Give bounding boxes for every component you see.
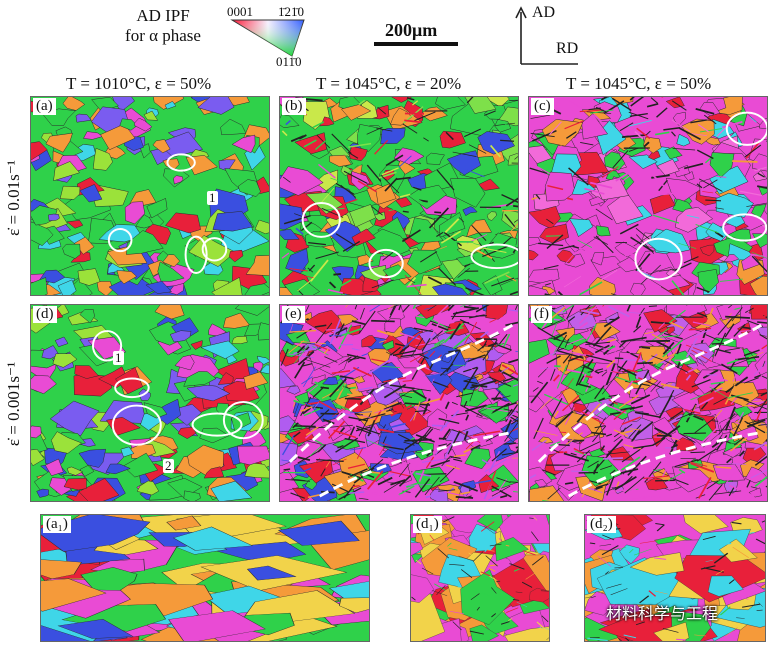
legend-title-line2: for α phase [125, 26, 201, 45]
legend-title: AD IPF for α phase [108, 6, 218, 46]
micrograph-panel-d: (d) 1 2 [30, 304, 270, 502]
ebsd-map-b [280, 97, 518, 295]
ebsd-map-d2 [585, 515, 765, 641]
row-label-1-box: ε̇ = 0.01s⁻¹ [0, 100, 28, 296]
legend-title-line1: AD IPF [136, 6, 190, 25]
micrograph-panel-a: (a) 1 [30, 96, 270, 296]
micrograph-panel-d2: (d₂) [584, 514, 766, 642]
ebsd-map-d [31, 305, 269, 501]
panel-label-d2: (d₂) [587, 516, 616, 533]
region-marker-d-2: 2 [163, 458, 174, 473]
panel-label-b: (b) [282, 98, 306, 115]
column-header-2: T = 1045°C, ε = 20% [316, 74, 462, 93]
column-header-3: T = 1045°C, ε = 50% [566, 74, 712, 93]
scale-bar [374, 42, 458, 46]
ipf-triangle-legend [230, 18, 306, 58]
axis-label-ad: AD [532, 4, 556, 21]
panel-label-e: (e) [282, 306, 305, 323]
legend-corner-12-10: 1̄21̄0 [278, 4, 304, 19]
row-label-1: ε̇ = 0.01s⁻¹ [4, 160, 24, 236]
micrograph-panel-c: (c) [528, 96, 768, 296]
panel-label-f: (f) [531, 306, 552, 323]
region-marker-d-1: 1 [113, 350, 124, 365]
micrograph-panel-e: (e) [279, 304, 519, 502]
ebsd-map-f [529, 305, 767, 501]
ebsd-map-a [31, 97, 269, 295]
axes-indicator [512, 6, 582, 66]
ebsd-map-e [280, 305, 518, 501]
ebsd-map-d1 [411, 515, 549, 641]
ebsd-map-c [529, 97, 767, 295]
panel-label-c: (c) [531, 98, 554, 115]
row-label-2: ε̇ = 0.001s⁻¹ [4, 361, 24, 447]
panel-label-a: (a) [33, 98, 56, 115]
watermark-text: 材料科学与工程 [606, 604, 719, 623]
micrograph-panel-f: (f) [528, 304, 768, 502]
axis-label-rd: RD [556, 40, 579, 57]
panel-label-d: (d) [33, 306, 57, 323]
scale-bar-label: 200μm [385, 20, 438, 40]
row-label-2-box: ε̇ = 0.001s⁻¹ [0, 306, 28, 502]
panel-label-a1: (a₁) [43, 516, 71, 533]
legend-corner-0001: 0001 [227, 4, 253, 19]
region-marker-a-1: 1 [207, 190, 218, 205]
ebsd-map-a1 [41, 515, 369, 641]
legend-corner-01-10: 011̄0 [276, 54, 302, 69]
micrograph-panel-d1: (d₁) [410, 514, 550, 642]
panel-label-d1: (d₁) [413, 516, 442, 533]
column-header-1: T = 1010°C, ε = 50% [66, 74, 212, 93]
micrograph-panel-a1: (a₁) [40, 514, 370, 642]
micrograph-panel-b: (b) [279, 96, 519, 296]
